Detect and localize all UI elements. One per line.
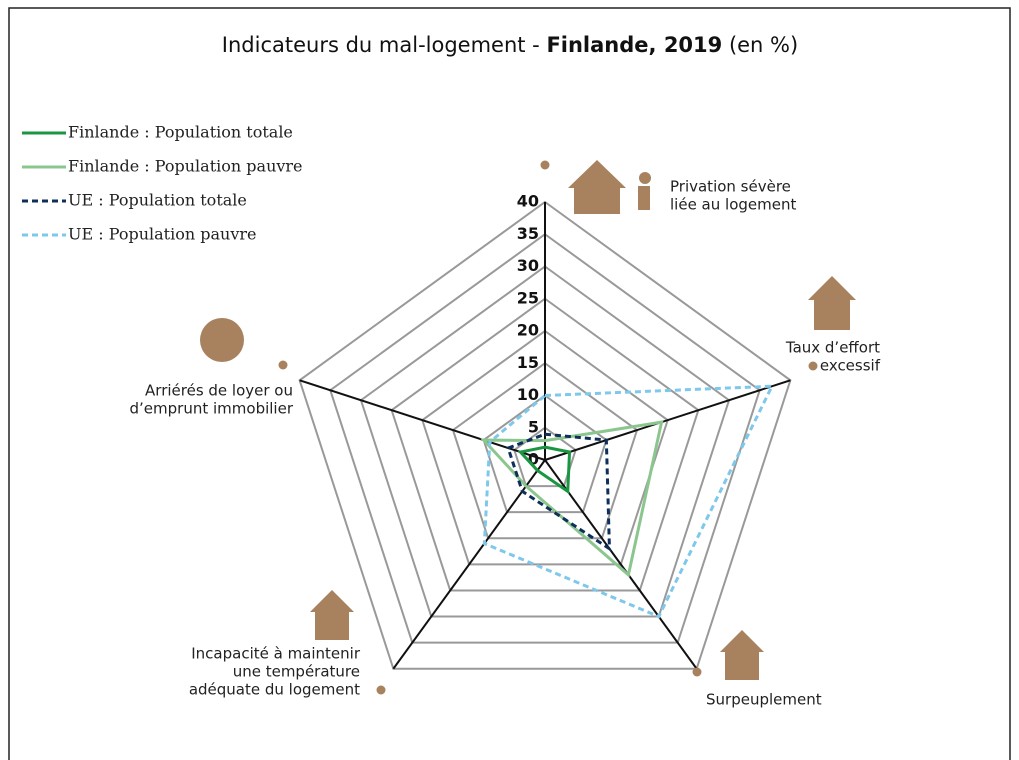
grid-ring bbox=[329, 233, 761, 644]
category-label: Arriérés de loyer ou bbox=[145, 382, 293, 400]
category-label: Surpeuplement bbox=[706, 691, 822, 709]
y-tick-label: 25 bbox=[517, 288, 539, 307]
icon-coin bbox=[200, 318, 244, 362]
grid-ring bbox=[359, 265, 731, 618]
legend-label: Finlande : Population pauvre bbox=[68, 157, 303, 176]
y-tick-label: 10 bbox=[517, 385, 539, 404]
icons bbox=[200, 160, 856, 680]
series-line bbox=[506, 432, 612, 552]
y-tick-label: 20 bbox=[517, 321, 539, 340]
y-tick-label: 40 bbox=[517, 192, 539, 211]
y-tick-label: 30 bbox=[517, 256, 539, 275]
category-label: une température bbox=[233, 663, 360, 681]
category-label: liée au logement bbox=[670, 196, 796, 214]
grid-ring bbox=[390, 297, 700, 592]
frame bbox=[8, 7, 1011, 760]
category-label: Privation sévère bbox=[670, 178, 791, 196]
category-label: Taux d’effort bbox=[785, 339, 880, 357]
grid-ring bbox=[298, 200, 792, 670]
y-tick-label: 0 bbox=[528, 450, 539, 469]
title-part: Indicateurs du mal-logement - bbox=[222, 33, 547, 57]
series-line bbox=[517, 445, 572, 495]
category-label: Incapacité à maintenir bbox=[191, 645, 361, 663]
icon-house bbox=[310, 590, 354, 640]
series-line bbox=[480, 420, 664, 578]
grid-ring bbox=[513, 426, 577, 488]
legend-label: UE : Population pauvre bbox=[68, 225, 257, 244]
icon-house bbox=[808, 276, 856, 330]
category-label: excessif bbox=[820, 357, 881, 375]
axis-line bbox=[392, 459, 546, 670]
title-part-bold: Finlande, 2019 bbox=[546, 33, 722, 57]
grid-ring bbox=[451, 362, 639, 540]
y-tick-label: 5 bbox=[528, 417, 539, 436]
axis-dot bbox=[808, 361, 818, 371]
grid-ring bbox=[421, 329, 669, 566]
axis-line bbox=[544, 459, 698, 670]
icon-person bbox=[639, 172, 651, 184]
category-label: d’emprunt immobilier bbox=[130, 400, 294, 418]
y-tick-label: 15 bbox=[517, 353, 539, 372]
axis-dot bbox=[692, 667, 702, 677]
icon-house bbox=[720, 630, 764, 680]
icon-house bbox=[568, 160, 626, 214]
category-label: adéquate du logement bbox=[189, 681, 360, 699]
axis-dot bbox=[540, 160, 550, 170]
legend-label: Finlande : Population totale bbox=[68, 123, 293, 142]
axis-dot bbox=[278, 360, 288, 370]
legend-label: UE : Population totale bbox=[68, 191, 247, 210]
icon-person bbox=[638, 186, 650, 210]
chart-title: Indicateurs du mal-logement - Finlande, … bbox=[222, 33, 798, 57]
axis-line bbox=[544, 379, 791, 461]
axis-line bbox=[299, 379, 546, 461]
title-part: (en %) bbox=[722, 33, 798, 57]
y-tick-label: 35 bbox=[517, 224, 539, 243]
axis-dot bbox=[376, 685, 386, 695]
